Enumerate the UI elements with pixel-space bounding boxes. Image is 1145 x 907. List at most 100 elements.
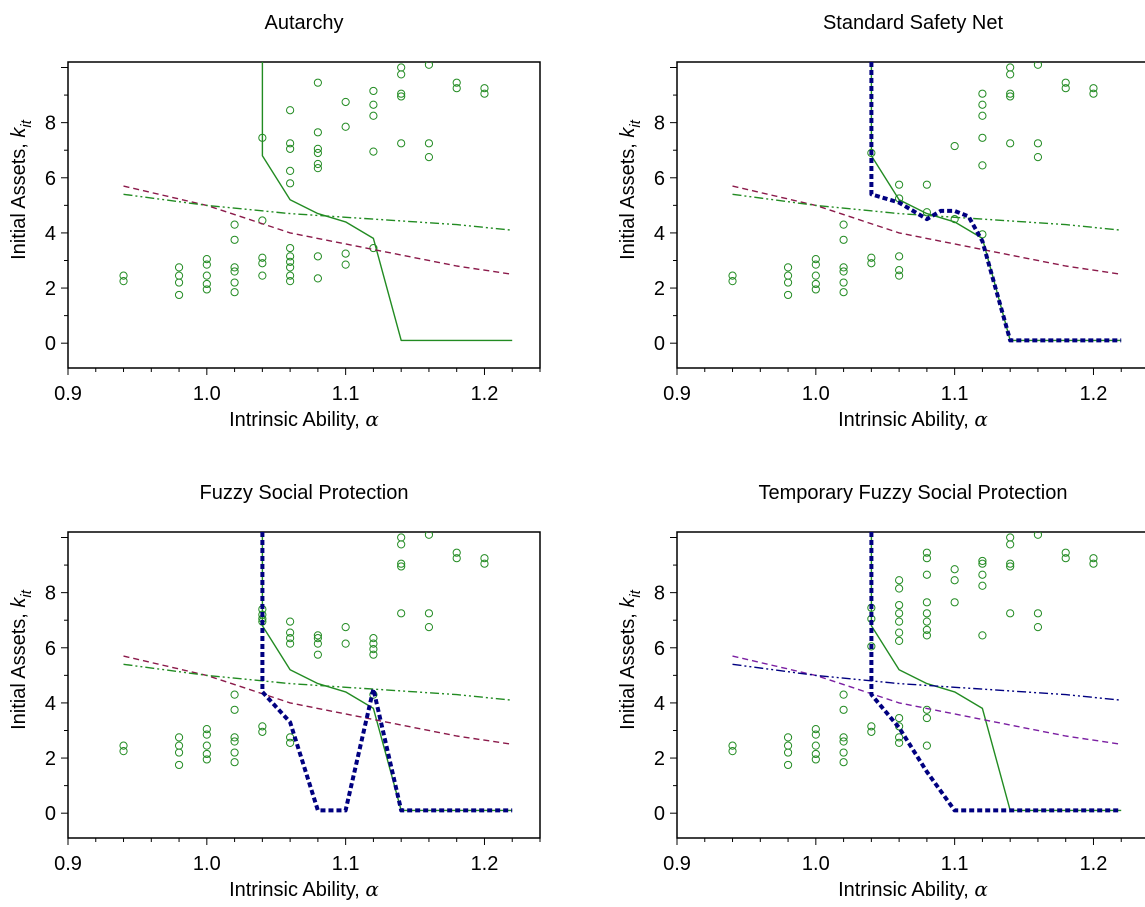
data-point (202, 730, 211, 739)
data-point (811, 730, 820, 739)
data-point (424, 62, 434, 69)
data-point (258, 271, 267, 280)
data-point (174, 263, 184, 272)
data-point (922, 180, 931, 189)
data-point (341, 639, 350, 648)
data-point (922, 609, 931, 618)
y-tick-label: 6 (45, 168, 56, 190)
data-point (230, 263, 239, 272)
series-line-solid (261, 62, 513, 342)
data-point (230, 267, 239, 276)
data-point (978, 111, 987, 120)
data-point (1033, 139, 1043, 148)
data-point (230, 288, 239, 297)
data-point (811, 271, 820, 280)
y-tick-label: 8 (654, 113, 665, 135)
x-axis-label: Intrinsic Ability, α (229, 407, 379, 431)
data-point (258, 727, 267, 736)
data-point (839, 288, 848, 297)
y-axis-label: Initial Assets, kit (8, 119, 35, 260)
chart-panel-1: Autarchy 0.9 1.0 1.1 1.2 0 2 4 6 8 Intrinsic Abili… (8, 12, 541, 431)
data-point (839, 748, 848, 757)
data-point (202, 741, 211, 750)
data-point (1006, 559, 1015, 568)
data-point (174, 278, 184, 287)
data-point (811, 279, 820, 289)
data-point (174, 741, 184, 750)
data-point (369, 100, 378, 109)
data-point (313, 252, 322, 261)
y-axis-label-subscript: it (627, 589, 644, 597)
data-point (174, 733, 184, 742)
data-point (397, 70, 406, 79)
y-axis-label-text: Initial Assets, (8, 138, 30, 260)
data-point (783, 290, 793, 300)
data-point (202, 255, 211, 264)
data-point (839, 220, 848, 229)
data-point (1061, 554, 1070, 563)
data-point (867, 259, 876, 268)
y-axis-label: Initial Assets, kit (617, 589, 644, 730)
plot-frame (676, 531, 1145, 839)
data-point (230, 278, 239, 287)
y-axis-label-symbol: k (8, 127, 30, 138)
data-point (397, 89, 406, 98)
data-point (1061, 548, 1070, 557)
data-point (978, 581, 987, 590)
data-point (369, 645, 378, 654)
data-point (839, 278, 848, 287)
data-point (895, 180, 904, 189)
y-axis-label-text: Initial Assets, (617, 138, 639, 260)
data-point (895, 738, 904, 747)
data-point (1006, 92, 1015, 101)
data-point (119, 741, 128, 750)
data-point (424, 609, 434, 618)
data-point (452, 554, 461, 563)
y-tick-label: 4 (654, 223, 665, 245)
y-axis-label-text: Initial Assets, (617, 608, 639, 730)
data-point (978, 631, 987, 640)
x-tick-label: 1.2 (471, 853, 499, 875)
data-point (922, 548, 931, 557)
chart-title: Autarchy (265, 12, 344, 34)
data-point (978, 570, 987, 579)
data-point (1033, 532, 1043, 539)
data-point (313, 78, 322, 87)
series-line-solid (261, 532, 513, 812)
y-tick-label: 6 (45, 638, 56, 660)
x-tick-label: 1.0 (802, 853, 830, 875)
data-point (174, 271, 184, 280)
data-point (202, 271, 211, 280)
plot-frame (67, 531, 541, 839)
data-point (397, 63, 406, 72)
data-point (480, 554, 489, 563)
data-point (480, 89, 489, 98)
data-point (895, 713, 904, 723)
y-axis-label: Initial Assets, kit (8, 589, 35, 730)
y-tick-label: 4 (45, 693, 56, 715)
data-point (895, 266, 904, 275)
series-line-dashdotdot (123, 193, 513, 231)
x-tick-label: 1.1 (941, 383, 969, 405)
data-point (286, 277, 295, 286)
data-point (452, 78, 461, 87)
x-axis-label: Intrinsic Ability, α (838, 407, 988, 431)
y-tick-label: 2 (45, 278, 56, 300)
data-point (922, 741, 931, 750)
data-point (895, 628, 904, 637)
data-point (839, 263, 848, 272)
series-line-dashdotdot (123, 663, 513, 701)
data-point (811, 749, 820, 759)
data-point (978, 559, 987, 568)
data-point (811, 741, 820, 750)
y-axis-label-subscript: it (627, 119, 644, 127)
data-point (839, 690, 848, 699)
series-line-dashdotdot (732, 663, 1122, 701)
data-point (950, 598, 959, 607)
data-point (286, 634, 295, 643)
data-point (1006, 89, 1015, 98)
data-point (922, 598, 931, 607)
data-point (313, 274, 322, 283)
y-tick-label: 6 (654, 168, 665, 190)
data-point (1089, 84, 1098, 93)
